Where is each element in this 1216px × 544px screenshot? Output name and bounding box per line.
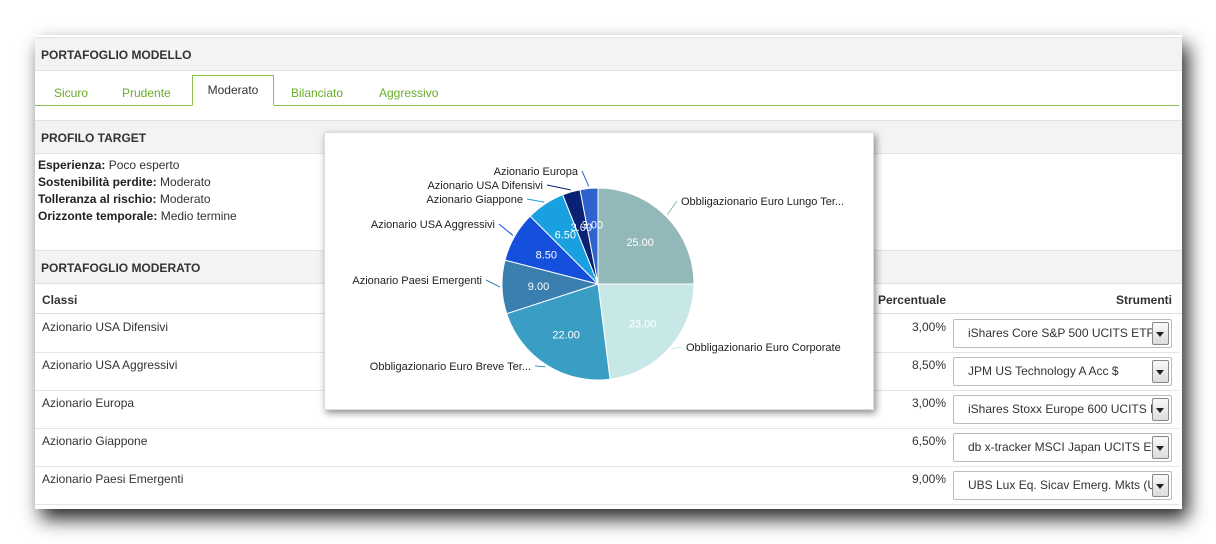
pie-value-label: 22.00 <box>552 329 580 341</box>
strumento-value: iShares Core S&P 500 UCITS ETF <box>968 326 1154 340</box>
row-percentuale: 3,00% <box>911 320 946 334</box>
pie-value-label: 23.00 <box>629 318 657 330</box>
portfolio-moderato-title: PORTAFOGLIO MODERATO <box>41 261 201 275</box>
row-classe: Azionario USA Difensivi <box>42 320 169 334</box>
pie-leader-line <box>546 184 571 191</box>
tab-moderato[interactable]: Moderato <box>192 75 274 106</box>
row-percentuale: 6,50% <box>911 434 946 448</box>
pie-chart-popup: 25.00 Obbligazionario Euro Lungo Ter... 23… <box>324 132 874 410</box>
dropdown-arrow-icon[interactable] <box>1152 474 1169 497</box>
table-row: Azionario Europa 3,00% iShares Stoxx Eur… <box>35 390 1179 429</box>
tab-bilanciato[interactable]: Bilanciato <box>291 86 344 100</box>
pie-value-label: 6.50 <box>555 229 576 241</box>
pie-category-label: Azionario Europa <box>494 166 579 178</box>
strumento-value: JPM US Technology A Acc $ <box>968 364 1119 378</box>
strumento-select[interactable]: iShares Core S&P 500 UCITS ETF <box>953 319 1172 348</box>
pie-category-label: Azionario Paesi Emergenti <box>352 275 482 287</box>
pie-leader-line <box>671 346 683 350</box>
pie-slice[interactable] <box>579 187 599 285</box>
pie-leader-line <box>498 223 514 236</box>
pie-leader-line <box>666 200 678 215</box>
pie-leader-line <box>581 170 590 187</box>
profile-item-sostenibilita: Sostenibilità perdite: Moderato <box>38 175 211 189</box>
pie-leader-line <box>485 279 501 288</box>
profile-tabs: Sicuro Prudente Moderato Bilanciato Aggr… <box>35 75 1179 106</box>
pie-value-label: 8.50 <box>536 250 557 262</box>
tab-prudente[interactable]: Prudente <box>122 86 171 100</box>
profile-item-esperienza: Esperienza: Poco esperto <box>38 158 180 172</box>
pie-category-label: Azionario Giappone <box>426 194 523 206</box>
profile-item-orizzonte: Orizzonte temporale: Medio termine <box>38 209 237 223</box>
row-classe: Azionario Paesi Emergenti <box>42 472 184 486</box>
column-percentuale: Percentuale <box>877 293 946 307</box>
pie-value-label: 3.00 <box>582 220 603 232</box>
table-row: Azionario USA Difensivi 3,00% iShares Co… <box>35 314 1179 353</box>
strumento-value: db x-tracker MSCI Japan UCITS ETF <box>968 440 1154 454</box>
row-percentuale: 9,00% <box>911 472 946 486</box>
pie-category-label: Obbligazionario Euro Corporate <box>686 342 841 354</box>
strumento-select[interactable]: db x-tracker MSCI Japan UCITS ETF <box>953 433 1172 462</box>
row-classe: Azionario Giappone <box>42 434 148 448</box>
pie-category-label: Obbligazionario Euro Breve Ter... <box>370 361 531 373</box>
pie-value-label: 9.00 <box>528 281 549 293</box>
dropdown-arrow-icon[interactable] <box>1152 322 1169 345</box>
strumento-value: UBS Lux Eq. Sicav Emerg. Mkts (USD) <box>968 478 1154 492</box>
pie-leader-line <box>526 198 545 203</box>
pie-slice[interactable] <box>597 187 695 285</box>
pie-slice[interactable] <box>597 283 695 380</box>
profile-details: Esperienza: Poco esperto Sostenibilità p… <box>38 157 237 225</box>
pie-value-label: 3.00 <box>571 222 592 234</box>
pie-category-label: Obbligazionario Euro Lungo Ter... <box>681 196 844 208</box>
strumento-select[interactable]: UBS Lux Eq. Sicav Emerg. Mkts (USD) <box>953 471 1172 500</box>
page-title: PORTAFOGLIO MODELLO <box>41 48 192 62</box>
pie-value-label: 25.00 <box>626 237 654 249</box>
row-percentuale: 8,50% <box>911 358 946 372</box>
pie-slice[interactable] <box>506 283 611 381</box>
column-classi: Classi <box>42 293 78 307</box>
tab-sicuro[interactable]: Sicuro <box>54 86 89 100</box>
pie-chart: 25.00 Obbligazionario Euro Lungo Ter... 23… <box>352 166 844 381</box>
row-classe: Azionario Europa <box>42 396 135 410</box>
dropdown-arrow-icon[interactable] <box>1152 436 1169 459</box>
profile-item-tolleranza: Tolleranza al rischio: Moderato <box>38 192 211 206</box>
strumento-value: iShares Stoxx Europe 600 UCITS ETF <box>968 402 1154 416</box>
column-strumenti: Strumenti <box>1115 293 1172 307</box>
table-row: Azionario Paesi Emergenti 9,00% UBS Lux … <box>35 466 1179 505</box>
pie-category-label: Azionario USA Difensivi <box>427 180 543 192</box>
tab-aggressivo[interactable]: Aggressivo <box>379 86 439 100</box>
pie-category-label: Azionario USA Aggressivi <box>371 219 495 231</box>
table-row: Azionario Giappone 6,50% db x-tracker MS… <box>35 428 1179 467</box>
pie-leader-line <box>534 365 546 368</box>
portfolio-model-header: PORTAFOGLIO MODELLO <box>35 37 1182 71</box>
dropdown-arrow-icon[interactable] <box>1152 360 1169 383</box>
row-percentuale: 3,00% <box>911 396 946 410</box>
strumento-select[interactable]: JPM US Technology A Acc $ <box>953 357 1172 386</box>
row-classe: Azionario USA Aggressivi <box>42 358 178 372</box>
profile-target-title: PROFILO TARGET <box>41 131 147 145</box>
dropdown-arrow-icon[interactable] <box>1152 398 1169 421</box>
strumento-select[interactable]: iShares Stoxx Europe 600 UCITS ETF <box>953 395 1172 424</box>
